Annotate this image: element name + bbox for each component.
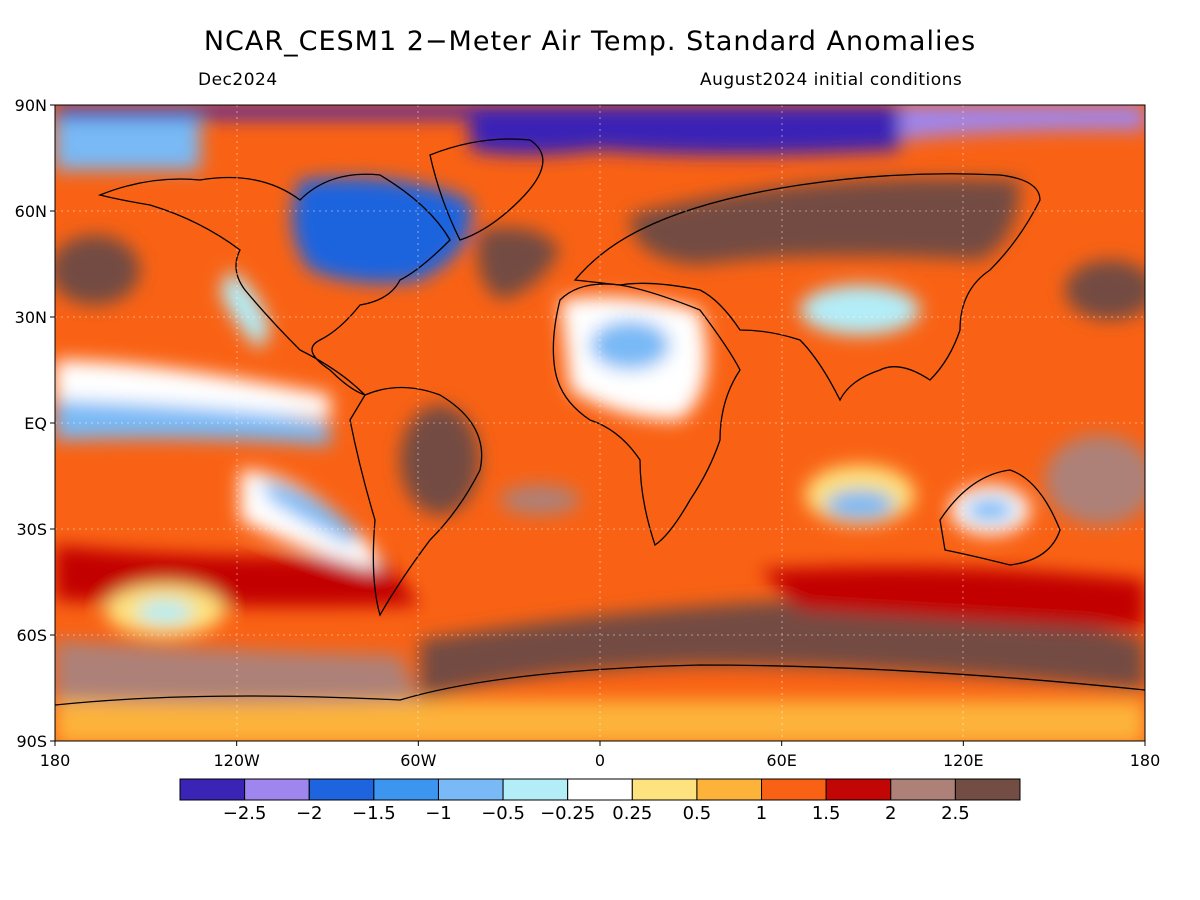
southeast-pacific-cool <box>260 480 360 545</box>
valid-month-label: Dec2024 <box>198 70 278 90</box>
lon-tick-label: 120W <box>213 751 260 770</box>
anomaly-field <box>55 105 1145 741</box>
north-america-coast <box>97 173 451 396</box>
sahara-cool <box>590 320 670 370</box>
south-pacific-cool <box>137 600 193 624</box>
colorbar-swatch <box>890 778 956 801</box>
indian-ocean-cool <box>825 490 895 520</box>
map-title: NCAR_CESM1 2−Meter Air Temp. Standard An… <box>203 26 977 57</box>
lat-tick-label: 90S <box>16 732 47 751</box>
antarctica-coast <box>55 664 1145 706</box>
south-pacific-mauve <box>55 640 420 703</box>
tibet-cool <box>800 285 920 335</box>
colorbar-label: 2.5 <box>941 803 970 824</box>
lon-tick-label: 60E <box>766 751 796 770</box>
southern-ocean-brown <box>420 600 1145 700</box>
northeast-pacific-brown <box>1065 260 1145 320</box>
lat-tick-label: 60N <box>15 202 47 221</box>
eurasia-coast <box>573 173 1041 402</box>
west-pacific-mauve <box>1045 435 1145 525</box>
greenland-coast <box>429 138 544 241</box>
lat-tick-label: 60S <box>16 626 47 645</box>
lat-tick-label: EQ <box>24 414 47 433</box>
field-shading <box>55 105 1145 741</box>
siberia-brown <box>630 178 1020 265</box>
pacific-white-band <box>55 360 330 420</box>
lat-tick-label: 30N <box>15 308 47 327</box>
colorbar-label: 2 <box>885 803 896 824</box>
lon-tick-label: 180 <box>1130 751 1161 770</box>
south-america-coast <box>349 386 483 617</box>
bering-cool <box>55 118 200 170</box>
colorbar: −2.5 −2 −1.5 −1 −0.5 −0.25 0.25 0.5 1 1.5 2 2.5 <box>179 778 1021 824</box>
colorbar-swatch <box>825 778 892 801</box>
colorbar-swatch <box>696 778 763 801</box>
graticule <box>55 105 1145 741</box>
colorbar-label: −2 <box>296 803 323 824</box>
colorbar-swatch <box>631 778 698 801</box>
lat-tick-label: 90N <box>15 96 47 115</box>
colorbar-label: −2.5 <box>223 803 267 824</box>
colorbar-label: −1 <box>425 803 452 824</box>
colorbar-swatch <box>437 778 504 801</box>
colorbar-swatch <box>179 778 246 801</box>
australia-coast <box>939 469 1061 566</box>
colorbar-swatch <box>954 778 1021 801</box>
coastlines <box>55 138 1145 706</box>
colorbar-swatch <box>308 778 375 801</box>
north-america-west-cool <box>220 270 270 350</box>
arctic-purple <box>470 105 900 155</box>
colorbar-label: 0.5 <box>683 803 712 824</box>
australia-cool <box>965 498 1015 522</box>
equatorial-pacific-cool <box>55 399 330 445</box>
amazon-brown <box>400 405 480 515</box>
north-atlantic-brown <box>477 227 560 300</box>
colorbar-swatch <box>502 778 569 801</box>
colorbar-swatch <box>567 778 633 801</box>
lon-tick-label: 0 <box>595 751 605 770</box>
south-atlantic-mauve <box>500 485 580 515</box>
north-america-cold <box>292 177 472 284</box>
colorbar-label: 0.25 <box>612 803 652 824</box>
colorbar-label: 1 <box>756 803 767 824</box>
init-conditions-label: August2024 initial conditions <box>700 70 963 90</box>
colorbar-label: 1.5 <box>812 803 841 824</box>
colorbar-swatch <box>244 778 310 801</box>
lat-tick-label: 30S <box>16 520 47 539</box>
africa-coast <box>552 283 741 547</box>
colorbar-swatch <box>373 778 439 801</box>
north-pacific-brown <box>55 235 140 305</box>
lon-tick-label: 60W <box>400 751 436 770</box>
colorbar-label: −0.25 <box>540 803 595 824</box>
arctic-lavender <box>900 105 1145 140</box>
lon-tick-label: 180 <box>40 751 71 770</box>
colorbar-label: −0.5 <box>481 803 525 824</box>
south-indian-red <box>760 566 1145 630</box>
colorbar-label: −1.5 <box>352 803 396 824</box>
lon-tick-label: 120E <box>943 751 984 770</box>
colorbar-swatch <box>761 778 827 801</box>
